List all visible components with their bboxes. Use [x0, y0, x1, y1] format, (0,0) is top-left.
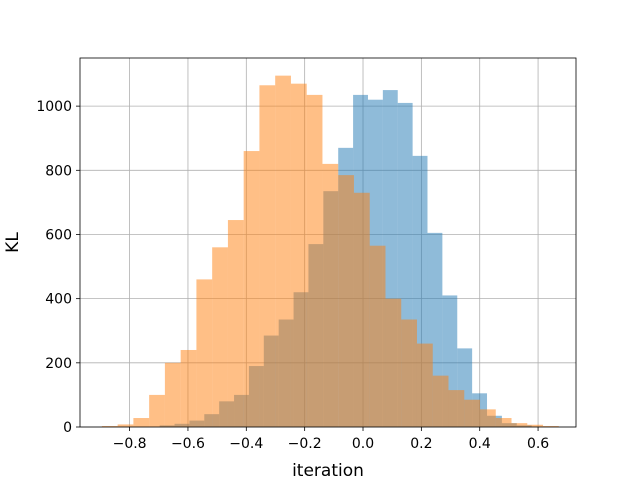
- x-tick-label: −0.4: [229, 436, 263, 452]
- x-tick-label: 0.6: [527, 436, 549, 452]
- axis-ticks: −0.8 −0.6 −0.4 −0.2 0.0 0.2 0.4 0.6 0 200 400 600 80…: [36, 99, 549, 452]
- histogram-bar-series-2: [480, 409, 496, 427]
- histogram-bar-series-2: [369, 245, 386, 427]
- histogram-bar-series-2: [290, 83, 307, 428]
- y-tick-label: 800: [45, 163, 72, 179]
- histogram-bar-series-2: [101, 426, 118, 427]
- histogram-bar-series-2: [180, 349, 197, 427]
- histogram-bar-series-2: [306, 94, 323, 428]
- y-tick-label: 0: [63, 420, 72, 436]
- histogram-bar-series-2: [149, 394, 165, 427]
- histogram-bar-series-2: [543, 426, 559, 427]
- x-axis-title: iteration: [292, 461, 364, 480]
- histogram-bar-series-2: [164, 362, 181, 427]
- x-tick-label: −0.6: [171, 436, 205, 452]
- histogram-bar-series-2: [322, 163, 339, 427]
- x-tick-label: 0.0: [352, 436, 374, 452]
- histogram-bar-series-2: [338, 175, 354, 427]
- histogram-bar-series-2: [385, 298, 402, 427]
- histogram-bars: [101, 75, 559, 428]
- histogram-bar-series-2: [527, 424, 544, 427]
- y-tick-label: 600: [45, 227, 72, 243]
- y-tick-label: 400: [45, 292, 72, 308]
- y-tick-label: 200: [45, 356, 72, 372]
- x-tick-label: −0.2: [288, 436, 322, 452]
- histogram-bar-series-2: [401, 319, 417, 427]
- histogram-bar-series-2: [432, 375, 449, 427]
- x-tick-label: 0.4: [469, 436, 491, 452]
- histogram-bar-series-2: [259, 85, 276, 427]
- histogram-bar-series-2: [416, 343, 433, 427]
- histogram-bar-series-2: [448, 390, 465, 427]
- x-tick-label: −0.8: [113, 436, 147, 452]
- histogram-bar-series-2: [495, 418, 512, 427]
- y-axis-title: KL: [3, 232, 23, 253]
- histogram-bar-series-2: [243, 151, 260, 427]
- histogram-bar-series-2: [133, 418, 150, 427]
- histogram-bar-series-2: [117, 424, 134, 427]
- plot-frame: [79, 57, 577, 428]
- histogram-bar-series-2: [212, 247, 228, 427]
- histogram-bar-series-2: [227, 220, 244, 427]
- histogram-bar-series-2: [196, 279, 213, 427]
- histogram-bar-series-2: [353, 192, 370, 427]
- histogram-bar-series-2: [511, 423, 528, 427]
- histogram-bar-series-2: [275, 75, 291, 427]
- x-tick-label: 0.2: [410, 436, 432, 452]
- histogram-bar-series-2: [464, 399, 481, 427]
- y-tick-label: 1000: [36, 99, 72, 115]
